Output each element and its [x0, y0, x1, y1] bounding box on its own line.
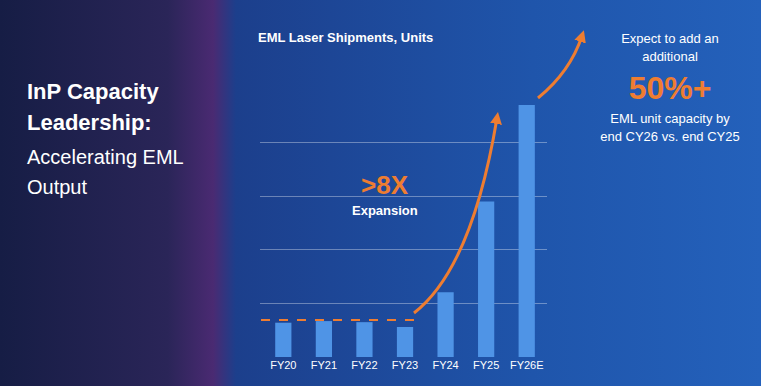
svg-text:FY21: FY21	[311, 359, 337, 371]
html-text:Accelerating EML: Accelerating EML	[27, 146, 184, 168]
html-text:Leadership:: Leadership:	[27, 110, 152, 135]
html-text:EML unit capacity by: EML unit capacity by	[610, 111, 730, 126]
svg-text:FY23: FY23	[392, 359, 418, 371]
html-text:Output: Output	[27, 176, 87, 198]
svg-text:EML Laser Shipments, Units: EML Laser Shipments, Units	[258, 30, 433, 45]
html-text:end CY26 vs. end CY25: end CY26 vs. end CY25	[600, 129, 740, 144]
svg-text:FY24: FY24	[432, 359, 458, 371]
svg-text:Expansion: Expansion	[352, 203, 418, 218]
html-text:50%+: 50%+	[628, 70, 712, 106]
html-text:Expect to add an: Expect to add an	[621, 31, 719, 46]
html-text:InP Capacity: InP Capacity	[27, 79, 159, 104]
svg-text:>8X: >8X	[361, 170, 409, 200]
svg-text:FY25: FY25	[473, 359, 499, 371]
svg-text:FY22: FY22	[351, 359, 377, 371]
svg-text:FY20: FY20	[270, 359, 296, 371]
svg-text:FY26E: FY26E	[510, 359, 544, 371]
html-text:additional: additional	[642, 49, 698, 64]
